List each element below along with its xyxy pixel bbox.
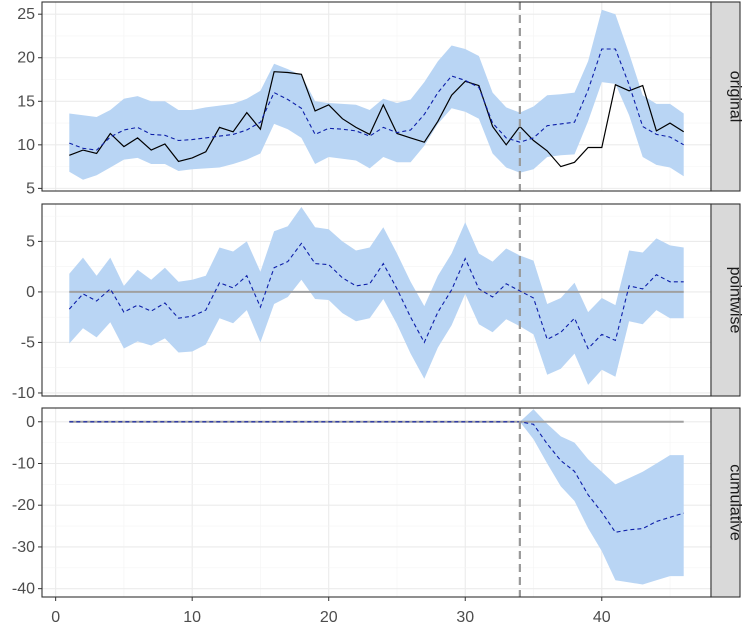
x-tick-label: 30: [456, 609, 474, 626]
panel-pointwise: -10 -5 0 5 pointwise: [12, 203, 744, 402]
prediction-line: [69, 48, 684, 151]
x-tick-label: 40: [593, 609, 611, 626]
strip-background: [710, 1, 741, 192]
confidence-band: [69, 207, 684, 385]
y-tick-label: -30: [12, 539, 35, 556]
strip-original: original: [710, 1, 744, 192]
strip-label: pointwise: [727, 267, 744, 334]
prediction-line: [68, 242, 684, 350]
x-tick-label: 0: [51, 609, 60, 626]
confidence-band: [69, 409, 684, 585]
y-tick-label: 5: [26, 180, 35, 197]
strip-cumulative: cumulative: [710, 407, 744, 598]
y-tick-label: 5: [26, 233, 35, 250]
observed-line: [69, 71, 685, 168]
panel-original: 5 10 15 20 25 original: [17, 1, 744, 197]
y-tick-label: 10: [17, 137, 35, 154]
x-tick-label: 20: [320, 609, 338, 626]
panels: 510152025original-10-505pointwise-40-30-…: [12, 1, 744, 598]
y-tick-label: 25: [17, 6, 35, 23]
y-tick-label: -10: [12, 455, 35, 472]
prediction-line: [69, 421, 684, 533]
y-tick-label: -40: [12, 581, 35, 598]
y-tick-label: 15: [17, 93, 35, 110]
strip-label: cumulative: [727, 464, 744, 541]
y-tick-label: -20: [12, 497, 35, 514]
y-tick-label: 0: [26, 414, 35, 431]
strip-background: [710, 407, 741, 598]
y-tick-label: 0: [26, 284, 35, 301]
strip-pointwise: pointwise: [710, 203, 744, 397]
x-axis: 0 10 20 30 40: [51, 597, 611, 626]
strip-background: [710, 203, 741, 397]
y-tick-label: 20: [17, 50, 35, 67]
panel-cumulative: -40 -30 -20 -10 0 cumulative: [12, 407, 744, 598]
x-tick-label: 10: [183, 609, 201, 626]
strip-label: original: [727, 71, 744, 123]
y-tick-label: -5: [21, 334, 35, 351]
y-tick-label: -10: [12, 385, 35, 402]
